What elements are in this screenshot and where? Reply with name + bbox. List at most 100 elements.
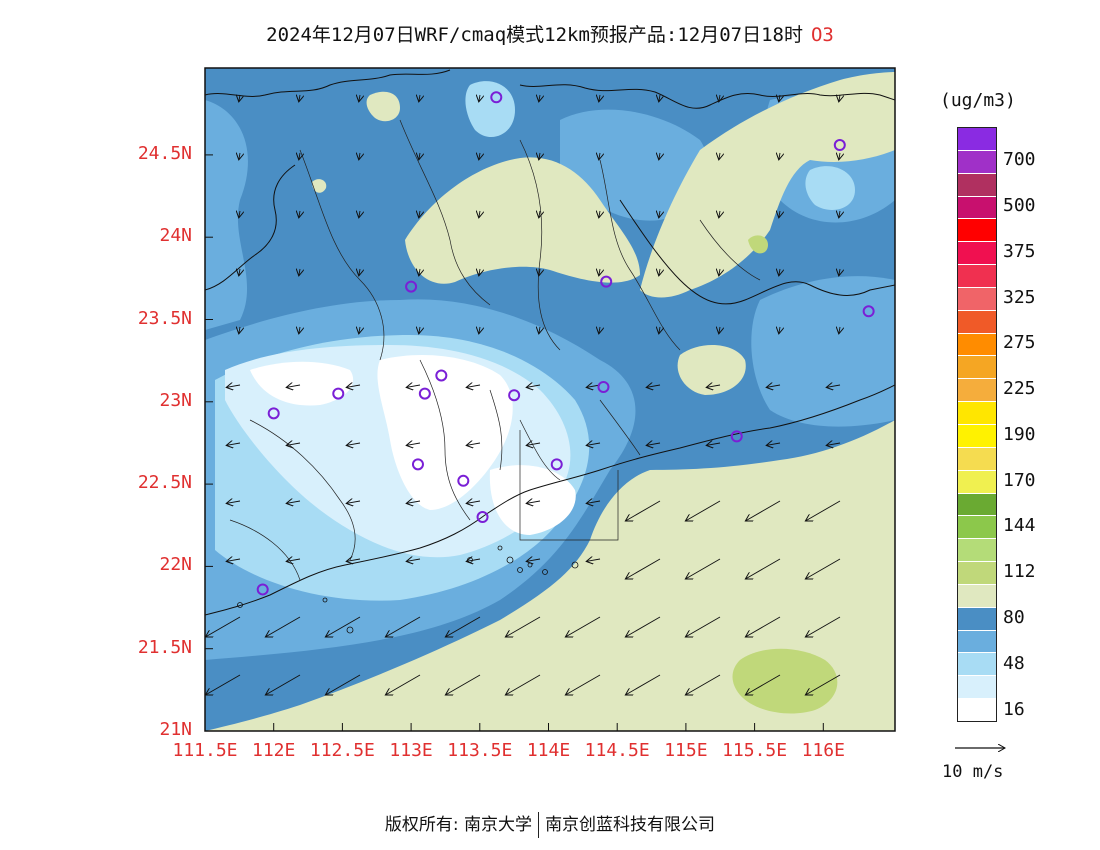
wind-arrow: [419, 269, 420, 276]
wind-arrow: [599, 153, 600, 160]
legend-label: 144: [1003, 515, 1036, 537]
wind-arrow: [539, 211, 540, 218]
wind-arrow: [325, 616, 361, 637]
ozone-field-white-2: [250, 361, 354, 406]
wind-arrow: [226, 559, 241, 561]
wind-arrow: [805, 674, 841, 695]
legend-bin: [958, 310, 996, 334]
axis-ticks: [204, 154, 824, 732]
station-marker: [256, 583, 269, 596]
legend-bin: [958, 539, 996, 563]
ozone-field-pale-blue-ne: [805, 166, 855, 210]
wind-arrow: [299, 211, 300, 218]
title-main: 2024年12月07日WRF/cmaq模式12km预报产品:12月07日18时: [266, 24, 803, 46]
wind-arrow: [359, 327, 360, 334]
legend-bin: [958, 150, 996, 174]
wind-arrow: [599, 269, 600, 276]
station-marker: [332, 387, 345, 400]
wind-arrow: [805, 558, 841, 579]
copyright-footer: 版权所有: 南京大学 南京创蓝科技有限公司: [0, 810, 1100, 838]
wind-arrow: [226, 385, 241, 387]
wind-arrow: [226, 443, 241, 445]
wind-arrow: [586, 559, 601, 561]
station-marker: [411, 458, 424, 471]
legend-bin: [958, 402, 996, 425]
wind-arrow: [359, 95, 360, 102]
legend-bin: [958, 562, 996, 585]
wind-arrow: [419, 153, 420, 160]
legend-label: 225: [1003, 378, 1036, 400]
legend-label: 325: [1003, 286, 1036, 308]
station-marker: [508, 389, 521, 402]
wind-arrow: [745, 674, 781, 695]
legend-label: 190: [1003, 423, 1036, 445]
coastline: [205, 384, 895, 616]
ozone-field-pale-green-w: [312, 179, 327, 193]
legend-colorbar: [957, 127, 997, 722]
map-title: 2024年12月07日WRF/cmaq模式12km预报产品:12月07日18时 O…: [0, 20, 1100, 47]
legend-bin: [958, 196, 996, 220]
wind-arrow: [299, 95, 300, 102]
station-marker: [730, 430, 743, 443]
legend-bin: [958, 173, 996, 197]
wind-arrow: [745, 616, 781, 637]
wind-arrow: [265, 616, 301, 637]
legend-label: 700: [1003, 149, 1036, 171]
wind-arrow: [779, 211, 780, 218]
station-marker: [833, 139, 846, 152]
legend-bin: [958, 584, 996, 608]
wind-arrow: [706, 385, 721, 387]
wind-arrow: [526, 559, 541, 561]
legend-bin: [958, 219, 996, 243]
wind-arrow: [406, 385, 421, 387]
wind-arrow: [479, 153, 480, 160]
wind-arrow: [445, 674, 481, 695]
wind-arrow: [265, 674, 301, 695]
legend-bin: [958, 128, 996, 151]
lon-tick-label: 114E: [526, 740, 571, 761]
wind-arrow: [839, 153, 840, 160]
wind-arrow: [385, 674, 421, 695]
wind-arrow: [659, 95, 660, 102]
wind-reference-label: 10 m/s: [942, 762, 1004, 782]
lon-tick-label: 111.5E: [172, 740, 238, 761]
wind-arrow: [239, 327, 240, 334]
wind-arrow: [226, 501, 241, 503]
wind-arrow: [659, 269, 660, 276]
wind-arrow: [419, 327, 420, 334]
wind-arrow: [659, 327, 660, 334]
ozone-field-pale-green-mid: [677, 344, 746, 395]
lat-tick-label: 22.5N: [137, 472, 192, 494]
wind-arrow: [505, 674, 541, 695]
legend-bin: [958, 356, 996, 380]
ozone-field-pale-green-nw: [366, 91, 400, 122]
wind-arrow: [479, 211, 480, 218]
wind-arrow: [745, 558, 781, 579]
wind-arrow: [719, 327, 720, 334]
wind-arrow: [526, 443, 541, 445]
lat-tick-label: 22N: [159, 554, 192, 576]
wind-arrow: [479, 269, 480, 276]
copyright-right: 南京创蓝科技有限公司: [545, 815, 716, 835]
lon-tick-label: 112.5E: [309, 740, 375, 761]
wind-arrow: [346, 501, 361, 503]
wind-arrow: [466, 385, 481, 387]
lon-tick-label: 112E: [252, 740, 296, 761]
wind-arrow: [586, 501, 601, 503]
legend-bin: [958, 333, 996, 357]
wind-arrow: [239, 211, 240, 218]
wind-arrow: [625, 558, 661, 579]
legend-label: 80: [1003, 607, 1025, 629]
wind-arrow: [286, 559, 301, 561]
station-marker: [490, 91, 503, 104]
wind-arrow: [539, 95, 540, 102]
wind-arrow: [286, 443, 301, 445]
wind-arrow: [599, 95, 600, 102]
station-marker: [267, 407, 280, 420]
wind-arrow: [779, 269, 780, 276]
station-marker: [476, 511, 489, 524]
ozone-field-green-inland: [748, 235, 768, 254]
station-marker: [597, 380, 610, 393]
wind-arrow: [419, 211, 420, 218]
